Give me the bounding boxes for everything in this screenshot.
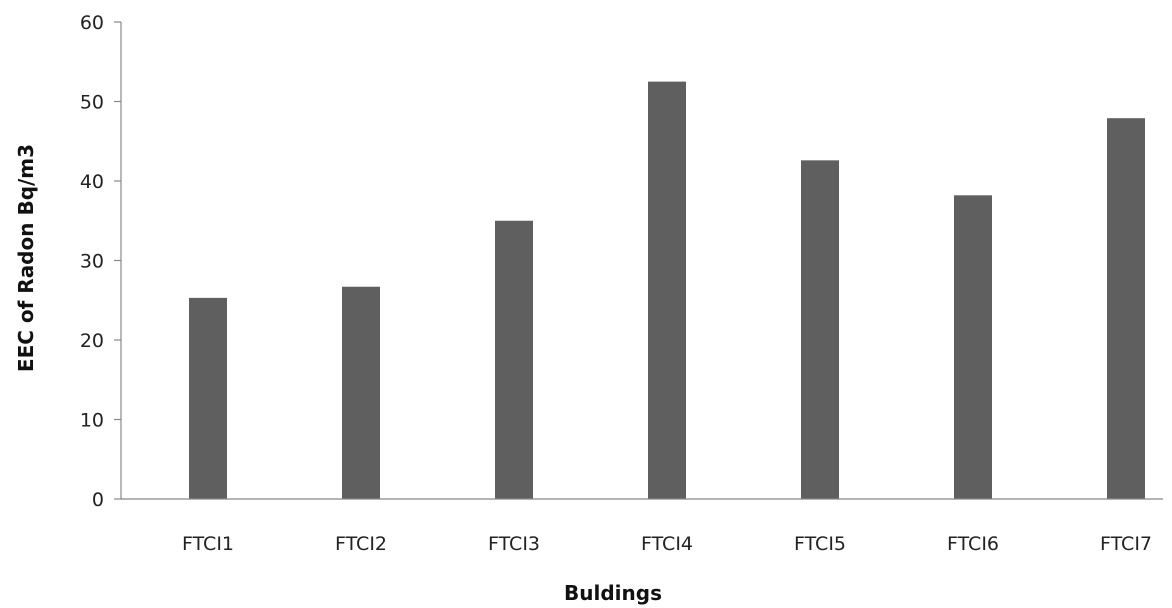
bars	[189, 81, 1145, 499]
y-tick-label: 50	[80, 92, 104, 114]
y-tick-label: 40	[80, 171, 104, 193]
y-tick-label: 30	[80, 251, 104, 273]
x-axis-tick-labels: FTCI1 FTCI2 FTCI3 FTCI4 FTCI5 FTCI6 FTCI7	[182, 533, 1152, 555]
y-tick-label: 10	[80, 410, 104, 432]
y-axis-ticks: 0 10 20 30 40 50 60	[80, 12, 121, 511]
bar-ftci4	[648, 81, 686, 499]
bar-ftci7	[1107, 118, 1145, 499]
x-tick-label: FTCI4	[641, 533, 693, 555]
x-tick-label: FTCI6	[947, 533, 999, 555]
x-tick-label: FTCI1	[182, 533, 234, 555]
y-tick-label: 60	[80, 12, 104, 34]
x-tick-label: FTCI5	[794, 533, 846, 555]
bar-ftci3	[495, 220, 533, 499]
y-tick-label: 20	[80, 330, 104, 352]
x-axis-title: Buldings	[564, 581, 662, 605]
y-tick-label: 0	[92, 489, 104, 511]
x-tick-label: FTCI7	[1100, 533, 1152, 555]
x-tick-label: FTCI2	[335, 533, 387, 555]
bar-ftci2	[342, 286, 380, 499]
y-axis-title: EEC of Radon Bq/m3	[14, 144, 38, 372]
x-tick-label: FTCI3	[488, 533, 540, 555]
bar-ftci1	[189, 297, 227, 499]
bar-ftci6	[954, 195, 992, 499]
bar-ftci5	[801, 160, 839, 499]
